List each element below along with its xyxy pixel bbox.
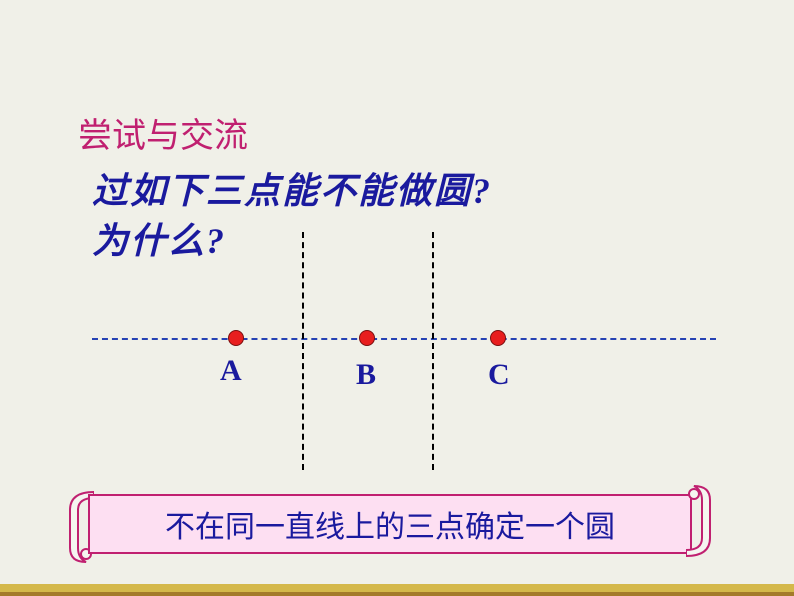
- point-c: [490, 330, 506, 346]
- perpendicular-bisector-1: [302, 232, 304, 470]
- conclusion-banner: 不在同一直线上的三点确定一个圆: [70, 490, 710, 558]
- decorative-bar-1: [0, 584, 794, 592]
- decorative-bar-2: [0, 592, 794, 596]
- scroll-cap-right-icon: [686, 484, 716, 562]
- question-line-2: 为什么?: [92, 212, 226, 264]
- question-line-1: 过如下三点能不能做圆?: [92, 162, 492, 214]
- conclusion-text: 不在同一直线上的三点确定一个圆: [165, 502, 615, 546]
- point-b: [359, 330, 375, 346]
- point-a: [228, 330, 244, 346]
- horizontal-line: [92, 338, 716, 340]
- scroll-body: 不在同一直线上的三点确定一个圆: [88, 494, 692, 554]
- point-c-label: C: [488, 358, 510, 392]
- point-b-label: B: [356, 358, 376, 392]
- perpendicular-bisector-2: [432, 232, 434, 470]
- section-heading: 尝试与交流: [78, 108, 248, 157]
- slide: 尝试与交流 过如下三点能不能做圆? 为什么? A B C 不在同一直线上的三点确…: [0, 0, 794, 596]
- point-a-label: A: [220, 354, 242, 388]
